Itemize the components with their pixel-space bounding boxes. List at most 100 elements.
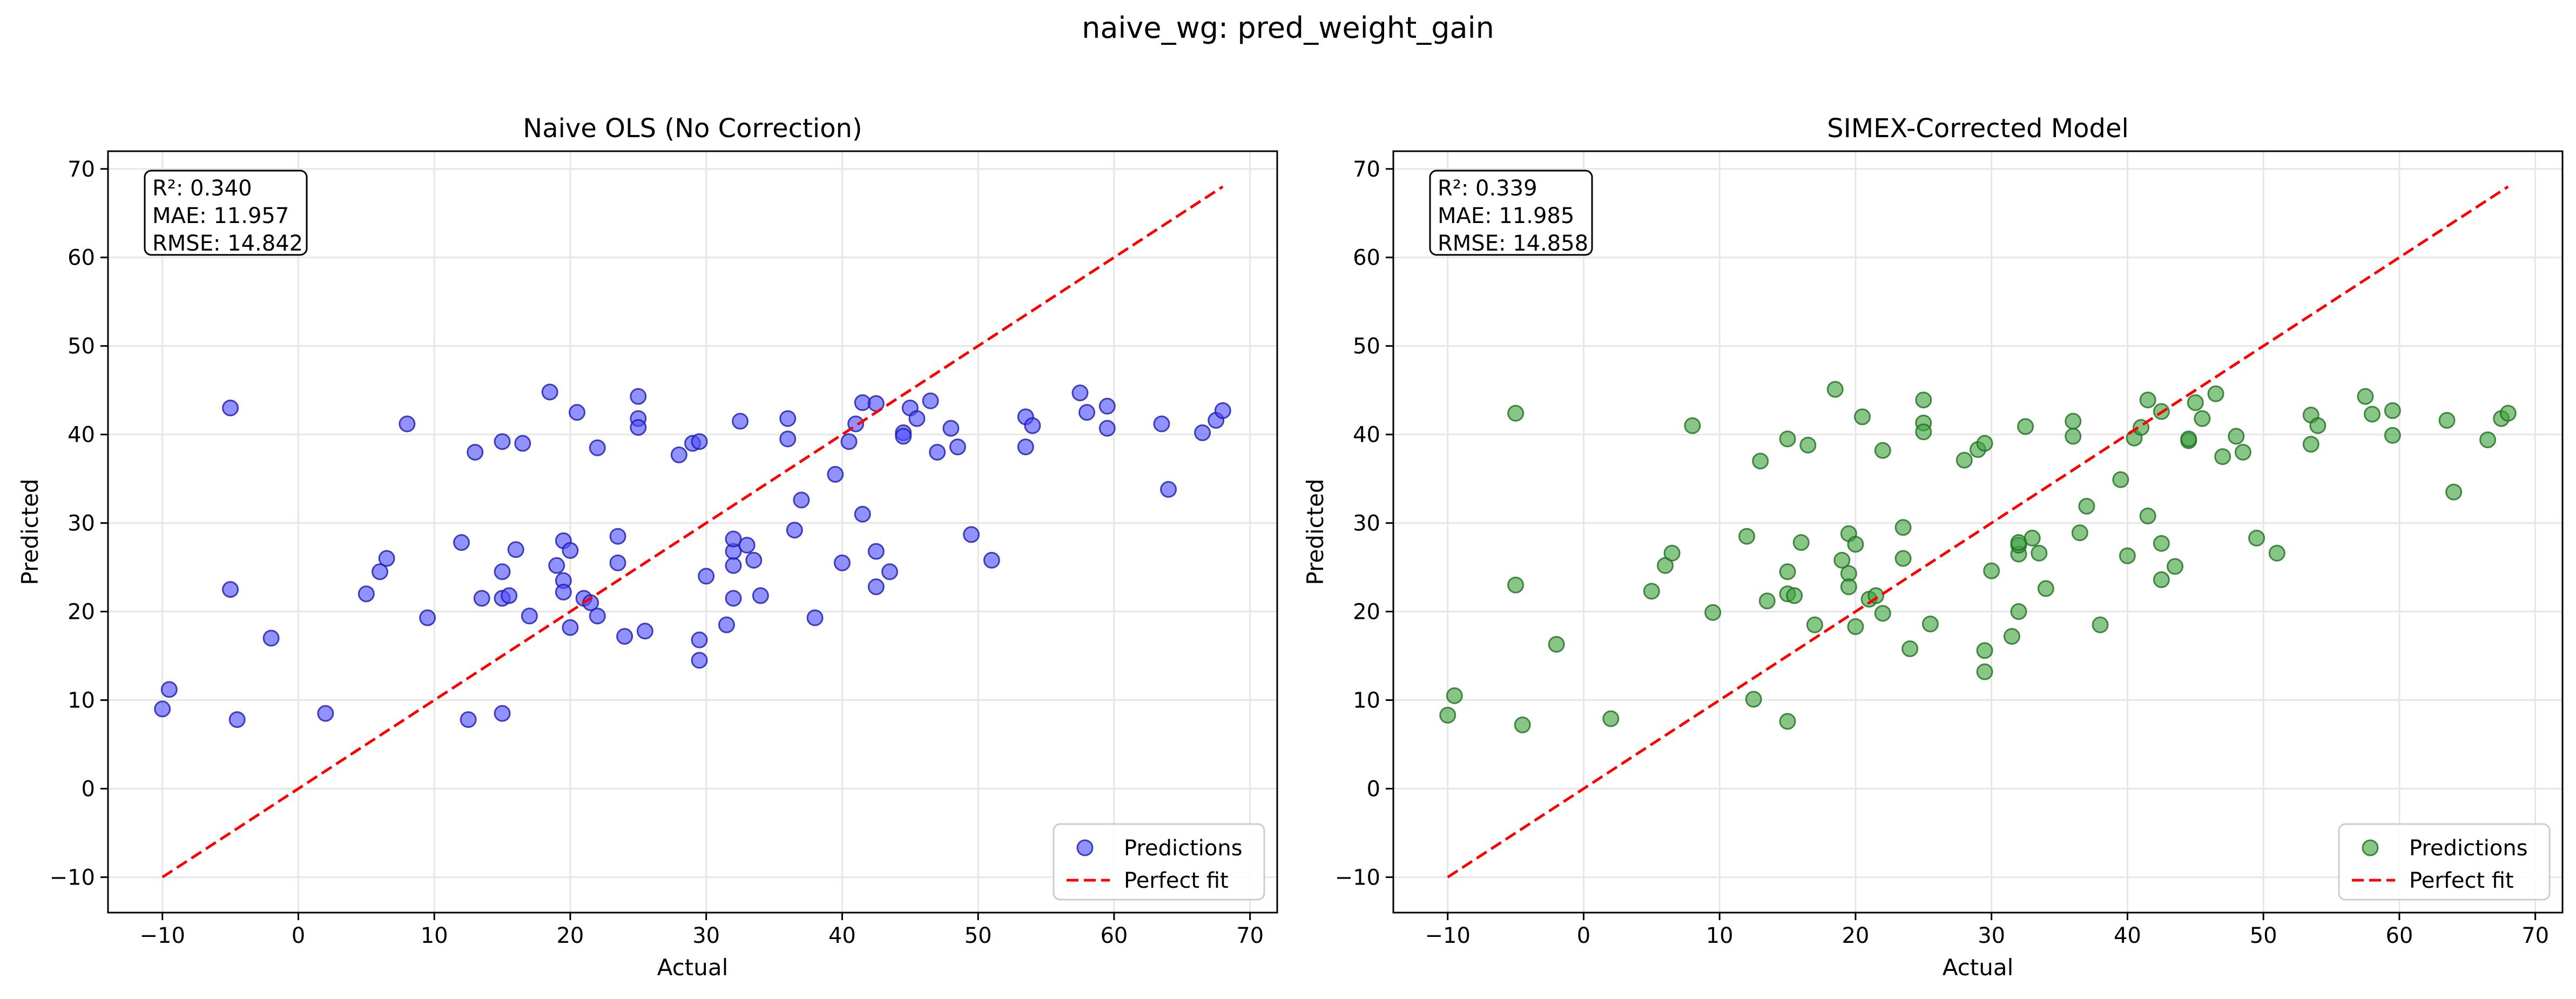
data-point <box>1874 605 1891 622</box>
data-point <box>419 609 436 626</box>
legend-label-perfect-fit: Perfect fit <box>2409 868 2514 893</box>
data-point <box>2139 392 2156 409</box>
data-point <box>2364 406 2381 423</box>
data-point <box>2003 627 2020 645</box>
data-point <box>2167 558 2184 575</box>
data-point <box>460 711 477 728</box>
data-point <box>1976 642 1993 659</box>
data-point <box>494 563 511 580</box>
y-tick-label: 30 <box>68 511 95 536</box>
data-point <box>609 554 626 571</box>
data-point <box>854 505 871 523</box>
data-point <box>725 557 742 574</box>
data-point <box>2065 413 2082 430</box>
data-point <box>222 581 239 598</box>
data-point <box>514 435 531 452</box>
perfect-fit-line <box>1447 185 2509 879</box>
data-point <box>630 388 647 405</box>
data-point <box>1602 710 1620 727</box>
x-tick-label: 0 <box>1577 923 1590 948</box>
data-point <box>1017 438 1034 456</box>
data-point <box>895 428 912 445</box>
x-tick-label: 50 <box>2250 923 2277 948</box>
data-point <box>1894 550 1912 567</box>
data-point <box>1758 592 1776 610</box>
data-point <box>2248 529 2265 546</box>
x-tick-label: −10 <box>139 923 185 948</box>
data-point <box>1779 563 1796 580</box>
data-point <box>358 585 375 603</box>
data-point <box>630 419 647 436</box>
data-point <box>1024 417 1041 434</box>
data-point <box>222 399 239 416</box>
chart-simex-corrected: −10 0 10 20 30 40 50 60 70 −10 0 10 20 30 40 50 60 70 SIME… <box>1302 113 2564 981</box>
data-point <box>2438 411 2456 429</box>
data-point <box>1071 384 1089 402</box>
data-point <box>636 623 653 640</box>
data-point <box>1779 430 1796 448</box>
y-tick-label: 40 <box>68 423 95 448</box>
data-point <box>2268 544 2285 562</box>
data-point <box>1745 691 1762 708</box>
x-tick-label: 20 <box>1842 923 1869 948</box>
x-tick-label: 10 <box>1706 923 1734 948</box>
x-tick-label: 50 <box>965 923 992 948</box>
y-tick-label: 20 <box>1353 600 1380 625</box>
legend-label-predictions: Predictions <box>2409 836 2528 861</box>
data-point <box>718 616 735 633</box>
data-point <box>779 430 797 448</box>
data-point <box>698 568 715 585</box>
stats-line: R²: 0.340 <box>152 176 252 201</box>
data-point <box>2092 616 2109 633</box>
data-point <box>745 551 763 569</box>
data-point <box>317 705 334 722</box>
data-point <box>732 413 749 430</box>
data-point <box>1806 616 1823 633</box>
data-point <box>228 711 246 728</box>
data-point <box>371 563 388 580</box>
data-point <box>725 590 742 607</box>
data-point <box>507 541 524 558</box>
data-point <box>691 631 708 649</box>
chart-naive-xlabel: Actual <box>657 954 729 981</box>
data-point <box>1663 544 1681 562</box>
data-point <box>983 551 1000 569</box>
data-point <box>2139 507 2156 524</box>
data-point <box>1214 402 1231 419</box>
axes-frame <box>1392 150 2564 914</box>
y-tick-label: −10 <box>50 865 95 890</box>
data-point <box>1854 408 1871 426</box>
data-point <box>1915 392 1932 409</box>
data-point <box>2017 418 2034 435</box>
data-point <box>2078 497 2095 515</box>
stats-line: MAE: 11.985 <box>1438 204 1574 228</box>
data-point <box>2065 428 2082 445</box>
data-point <box>1098 397 1116 415</box>
data-point <box>154 700 171 718</box>
x-tick-label: 30 <box>692 923 720 948</box>
legend-label-predictions: Predictions <box>1124 836 1243 861</box>
y-tick-label: 10 <box>1353 688 1380 713</box>
data-point <box>609 528 626 545</box>
data-point <box>1955 451 1973 469</box>
data-point <box>562 619 579 636</box>
data-point <box>494 705 511 722</box>
data-point <box>1792 534 1810 551</box>
data-point <box>1976 663 1993 680</box>
data-point <box>2071 524 2088 542</box>
data-point <box>833 554 851 571</box>
stats-box <box>1429 170 1593 256</box>
data-point <box>2214 448 2231 465</box>
data-point <box>1160 481 1177 498</box>
data-point <box>1915 423 1932 441</box>
y-tick-label: 30 <box>1353 511 1380 536</box>
data-point <box>786 522 803 539</box>
y-tick-label: −10 <box>1335 865 1380 890</box>
data-point <box>2499 404 2517 422</box>
data-point <box>569 404 586 421</box>
y-tick-label: 70 <box>1353 157 1380 182</box>
y-tick-label: 60 <box>1353 246 1380 271</box>
data-point <box>1799 436 1817 454</box>
legend-marker-predictions <box>1076 839 1094 856</box>
data-point <box>2445 483 2463 501</box>
